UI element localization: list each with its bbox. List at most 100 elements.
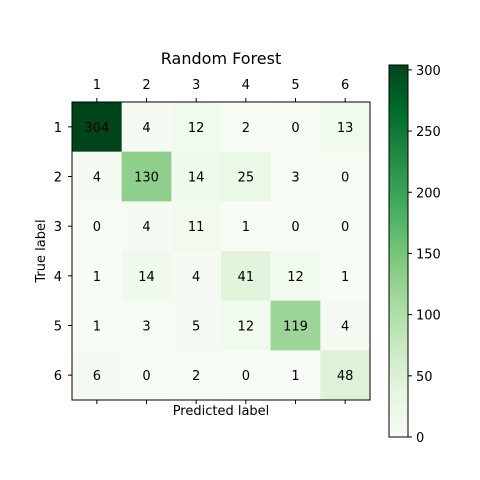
y-tick-label: 5 (54, 320, 62, 335)
heatmap-cell (121, 251, 172, 302)
y-axis-label: True label (34, 219, 49, 283)
cell-value-label: 12 (287, 270, 304, 285)
x-tick-label: 3 (192, 78, 200, 93)
heatmap-cell-labels: 304 4 12 2 0 134 130 14 25 3 00 4 11 1 0 01 14 4 41 12 11 3 5 1… (84, 121, 353, 384)
cell-value-label: 12 (238, 320, 255, 335)
cell-value-label: 0 (341, 220, 349, 235)
cell-value-label: 25 (238, 171, 255, 186)
cell-value-label: 0 (341, 171, 349, 186)
heatmap-cell (72, 251, 123, 302)
cell-value-label: 1 (93, 270, 101, 285)
cell-value-label: 4 (142, 220, 150, 235)
heatmap-cell (121, 300, 172, 351)
cell-value-label: 2 (192, 369, 200, 384)
heatmap-cell (72, 201, 123, 252)
heatmap-cell (221, 350, 272, 401)
cell-value-label: 14 (188, 171, 205, 186)
heatmap-cell (270, 102, 321, 153)
cell-value-label: 13 (337, 121, 354, 136)
cell-value-label: 4 (341, 320, 349, 335)
colorbar-tick-label: 0 (416, 431, 424, 446)
heatmap-cell (171, 201, 222, 252)
colorbar-tick-label: 50 (416, 370, 433, 385)
heatmap-cell (270, 251, 321, 302)
heatmap-cells (72, 102, 371, 401)
heatmap-cell (121, 102, 172, 153)
cell-value-label: 1 (341, 270, 349, 285)
cell-value-label: 304 (84, 121, 109, 136)
heatmap-cell (121, 151, 172, 202)
heatmap-cell (171, 350, 222, 401)
heatmap-cell (221, 102, 272, 153)
cell-value-label: 1 (93, 320, 101, 335)
colorbar-tick-label: 300 (416, 64, 441, 79)
heatmap-cell (171, 102, 222, 153)
heatmap-cell (121, 350, 172, 401)
x-tick-label: 1 (93, 78, 101, 93)
colorbar-tick-label: 250 (416, 125, 441, 140)
colorbar-tick-label: 150 (416, 247, 441, 262)
heatmap-cell (221, 201, 272, 252)
cell-value-label: 3 (142, 320, 150, 335)
x-axis-label: Predicted label (173, 404, 270, 419)
cell-value-label: 41 (238, 270, 255, 285)
cell-value-label: 4 (192, 270, 200, 285)
cell-value-label: 1 (291, 369, 299, 384)
cell-value-label: 4 (142, 121, 150, 136)
heatmap-cell (320, 201, 371, 252)
heatmap-cell (270, 300, 321, 351)
cell-value-label: 0 (242, 369, 250, 384)
cell-value-label: 6 (93, 369, 101, 384)
y-tick-label: 6 (54, 369, 62, 384)
x-tick-label: 4 (242, 78, 250, 93)
heatmap-cell (72, 350, 123, 401)
heatmap-cell (270, 201, 321, 252)
heatmap-cell (320, 102, 371, 153)
heatmap-cell (121, 201, 172, 252)
cell-value-label: 0 (291, 220, 299, 235)
x-tick-label: 2 (142, 78, 150, 93)
colorbar-tick-label: 100 (416, 309, 441, 324)
y-tick-label: 3 (54, 220, 62, 235)
y-tick-label: 1 (54, 121, 62, 136)
heatmap-cell (320, 251, 371, 302)
cell-value-label: 0 (291, 121, 299, 136)
cell-value-label: 1 (242, 220, 250, 235)
heatmap-cell (72, 102, 123, 153)
heatmap-cell (221, 251, 272, 302)
colorbar-tick-label: 200 (416, 186, 441, 201)
cell-value-label: 0 (93, 220, 101, 235)
cell-value-label: 12 (188, 121, 205, 136)
plot-frame (71, 101, 371, 401)
heatmap-cell (171, 251, 222, 302)
cell-value-label: 119 (283, 320, 308, 335)
heatmap-cell (72, 300, 123, 351)
colorbar-ticks: 0 50 100 150 200 250 300 (408, 64, 441, 446)
heatmap-cell (221, 151, 272, 202)
cell-value-label: 14 (138, 270, 155, 285)
cell-value-label: 11 (188, 220, 205, 235)
heatmap-cell (320, 151, 371, 202)
cell-value-label: 2 (242, 121, 250, 136)
colorbar (388, 64, 409, 438)
heatmap-cell (171, 300, 222, 351)
x-tick-label: 5 (291, 78, 299, 93)
cell-value-label: 0 (142, 369, 150, 384)
heatmap-cell (221, 300, 272, 351)
y-tick-label: 2 (54, 171, 62, 186)
heatmap-cell (72, 151, 123, 202)
y-tick-label: 4 (54, 270, 62, 285)
heatmap-cell (320, 300, 371, 351)
cell-value-label: 48 (337, 369, 354, 384)
heatmap-cell (270, 350, 321, 401)
cell-value-label: 130 (134, 171, 159, 186)
y-axis-ticks: 1 2 3 4 5 6 (54, 121, 72, 384)
heatmap-cell (270, 151, 321, 202)
cell-value-label: 3 (291, 171, 299, 186)
cell-value-label: 5 (192, 320, 200, 335)
chart-title: Random Forest (161, 49, 281, 68)
heatmap-cell (171, 151, 222, 202)
heatmap-cell (320, 350, 371, 401)
